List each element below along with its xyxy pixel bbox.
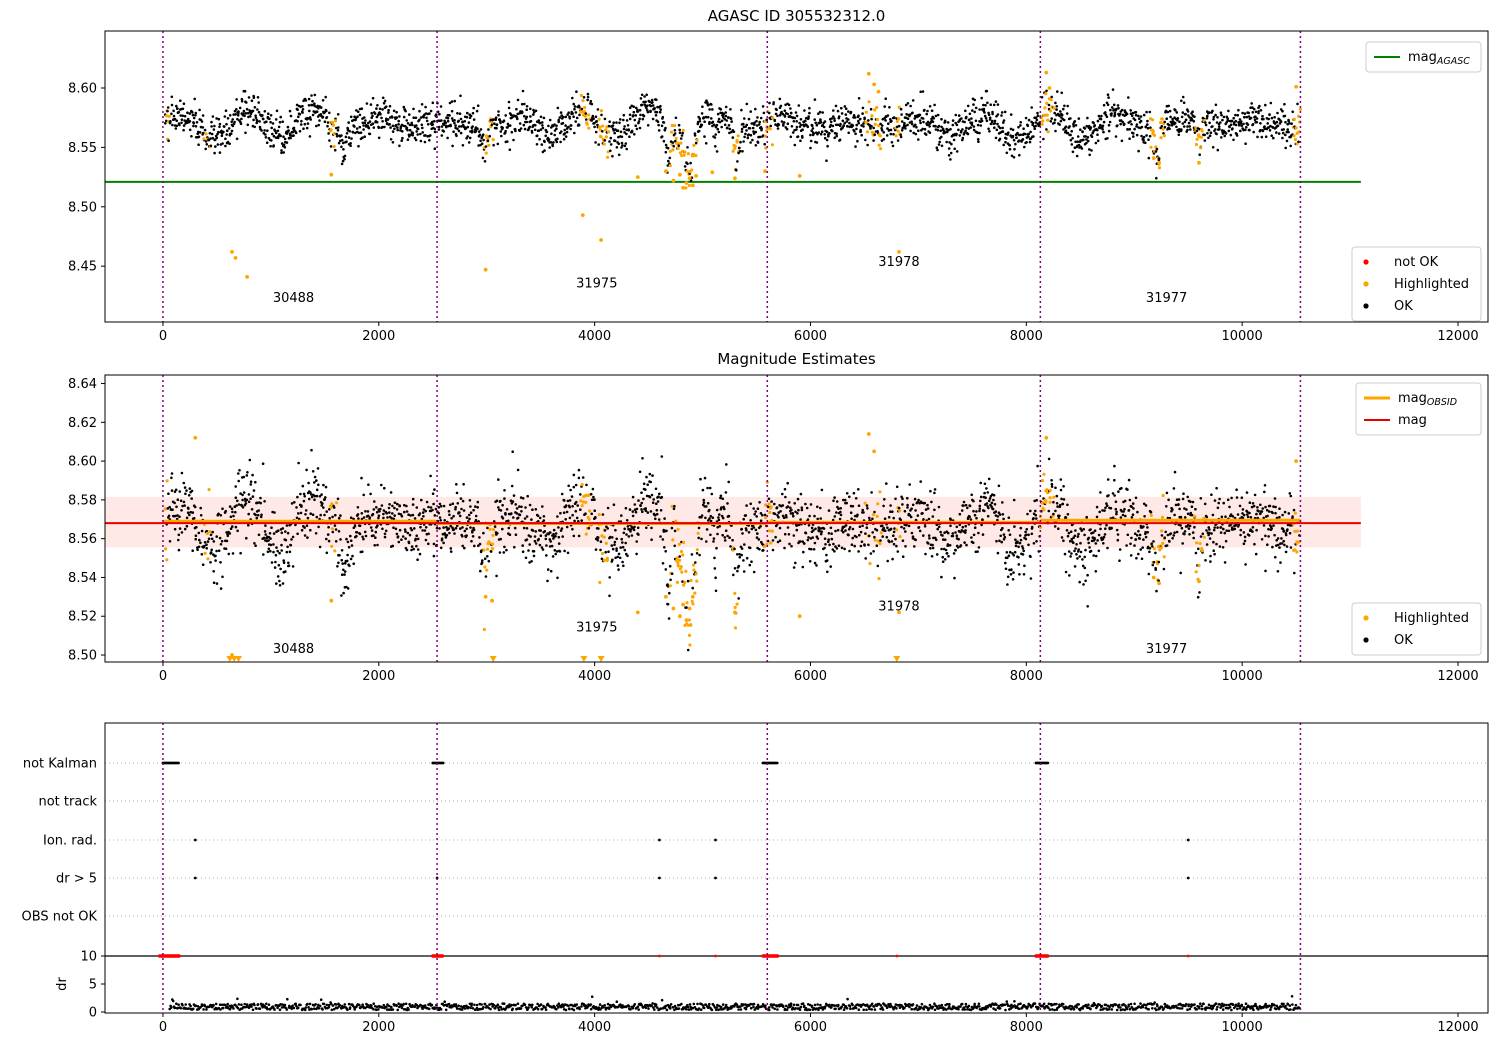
agasc-magnitude-chart: 30488 31975 31978 31977 8.45 8.50 8.55 8.60 0 200…	[0, 0, 1500, 345]
svg-text:8.55: 8.55	[68, 141, 97, 156]
svg-text:AGASC ID 305532312.0: AGASC ID 305532312.0	[708, 7, 886, 25]
svg-text:OK: OK	[1394, 299, 1413, 314]
svg-text:8.60: 8.60	[68, 82, 97, 97]
flags-dr-chart: not Kalman not track Ion. rad. dr > 5 OBS no…	[0, 690, 1500, 1050]
svg-text:8000: 8000	[1010, 329, 1043, 344]
svg-text:6000: 6000	[794, 329, 827, 344]
svg-text:30488: 30488	[273, 291, 314, 306]
svg-text:not OK: not OK	[1394, 255, 1439, 270]
agasc-magnitude-plot: 30488 31975 31978 31977 8.45 8.50 8.55 8.60 0 200…	[68, 7, 1489, 344]
svg-text:12000: 12000	[1437, 329, 1478, 344]
svg-text:31978: 31978	[878, 255, 919, 270]
svg-text:Highlighted: Highlighted	[1394, 277, 1469, 292]
svg-text:10000: 10000	[1221, 329, 1262, 344]
svg-text:31977: 31977	[1146, 291, 1187, 306]
svg-text:4000: 4000	[578, 329, 611, 344]
svg-text:0: 0	[159, 329, 167, 344]
svg-text:2000: 2000	[362, 329, 395, 344]
magnitude-estimates-chart: 30488 31975 31978 31977 8.50 8.52 8.54 8.56 8.58…	[0, 345, 1500, 690]
svg-text:31975: 31975	[576, 277, 617, 292]
magnitude-estimates-plot: 304883197531978319778.508.528.548.568.58…	[68, 350, 1489, 684]
svg-text:8.45: 8.45	[68, 260, 97, 275]
svg-text:8.50: 8.50	[68, 200, 97, 215]
